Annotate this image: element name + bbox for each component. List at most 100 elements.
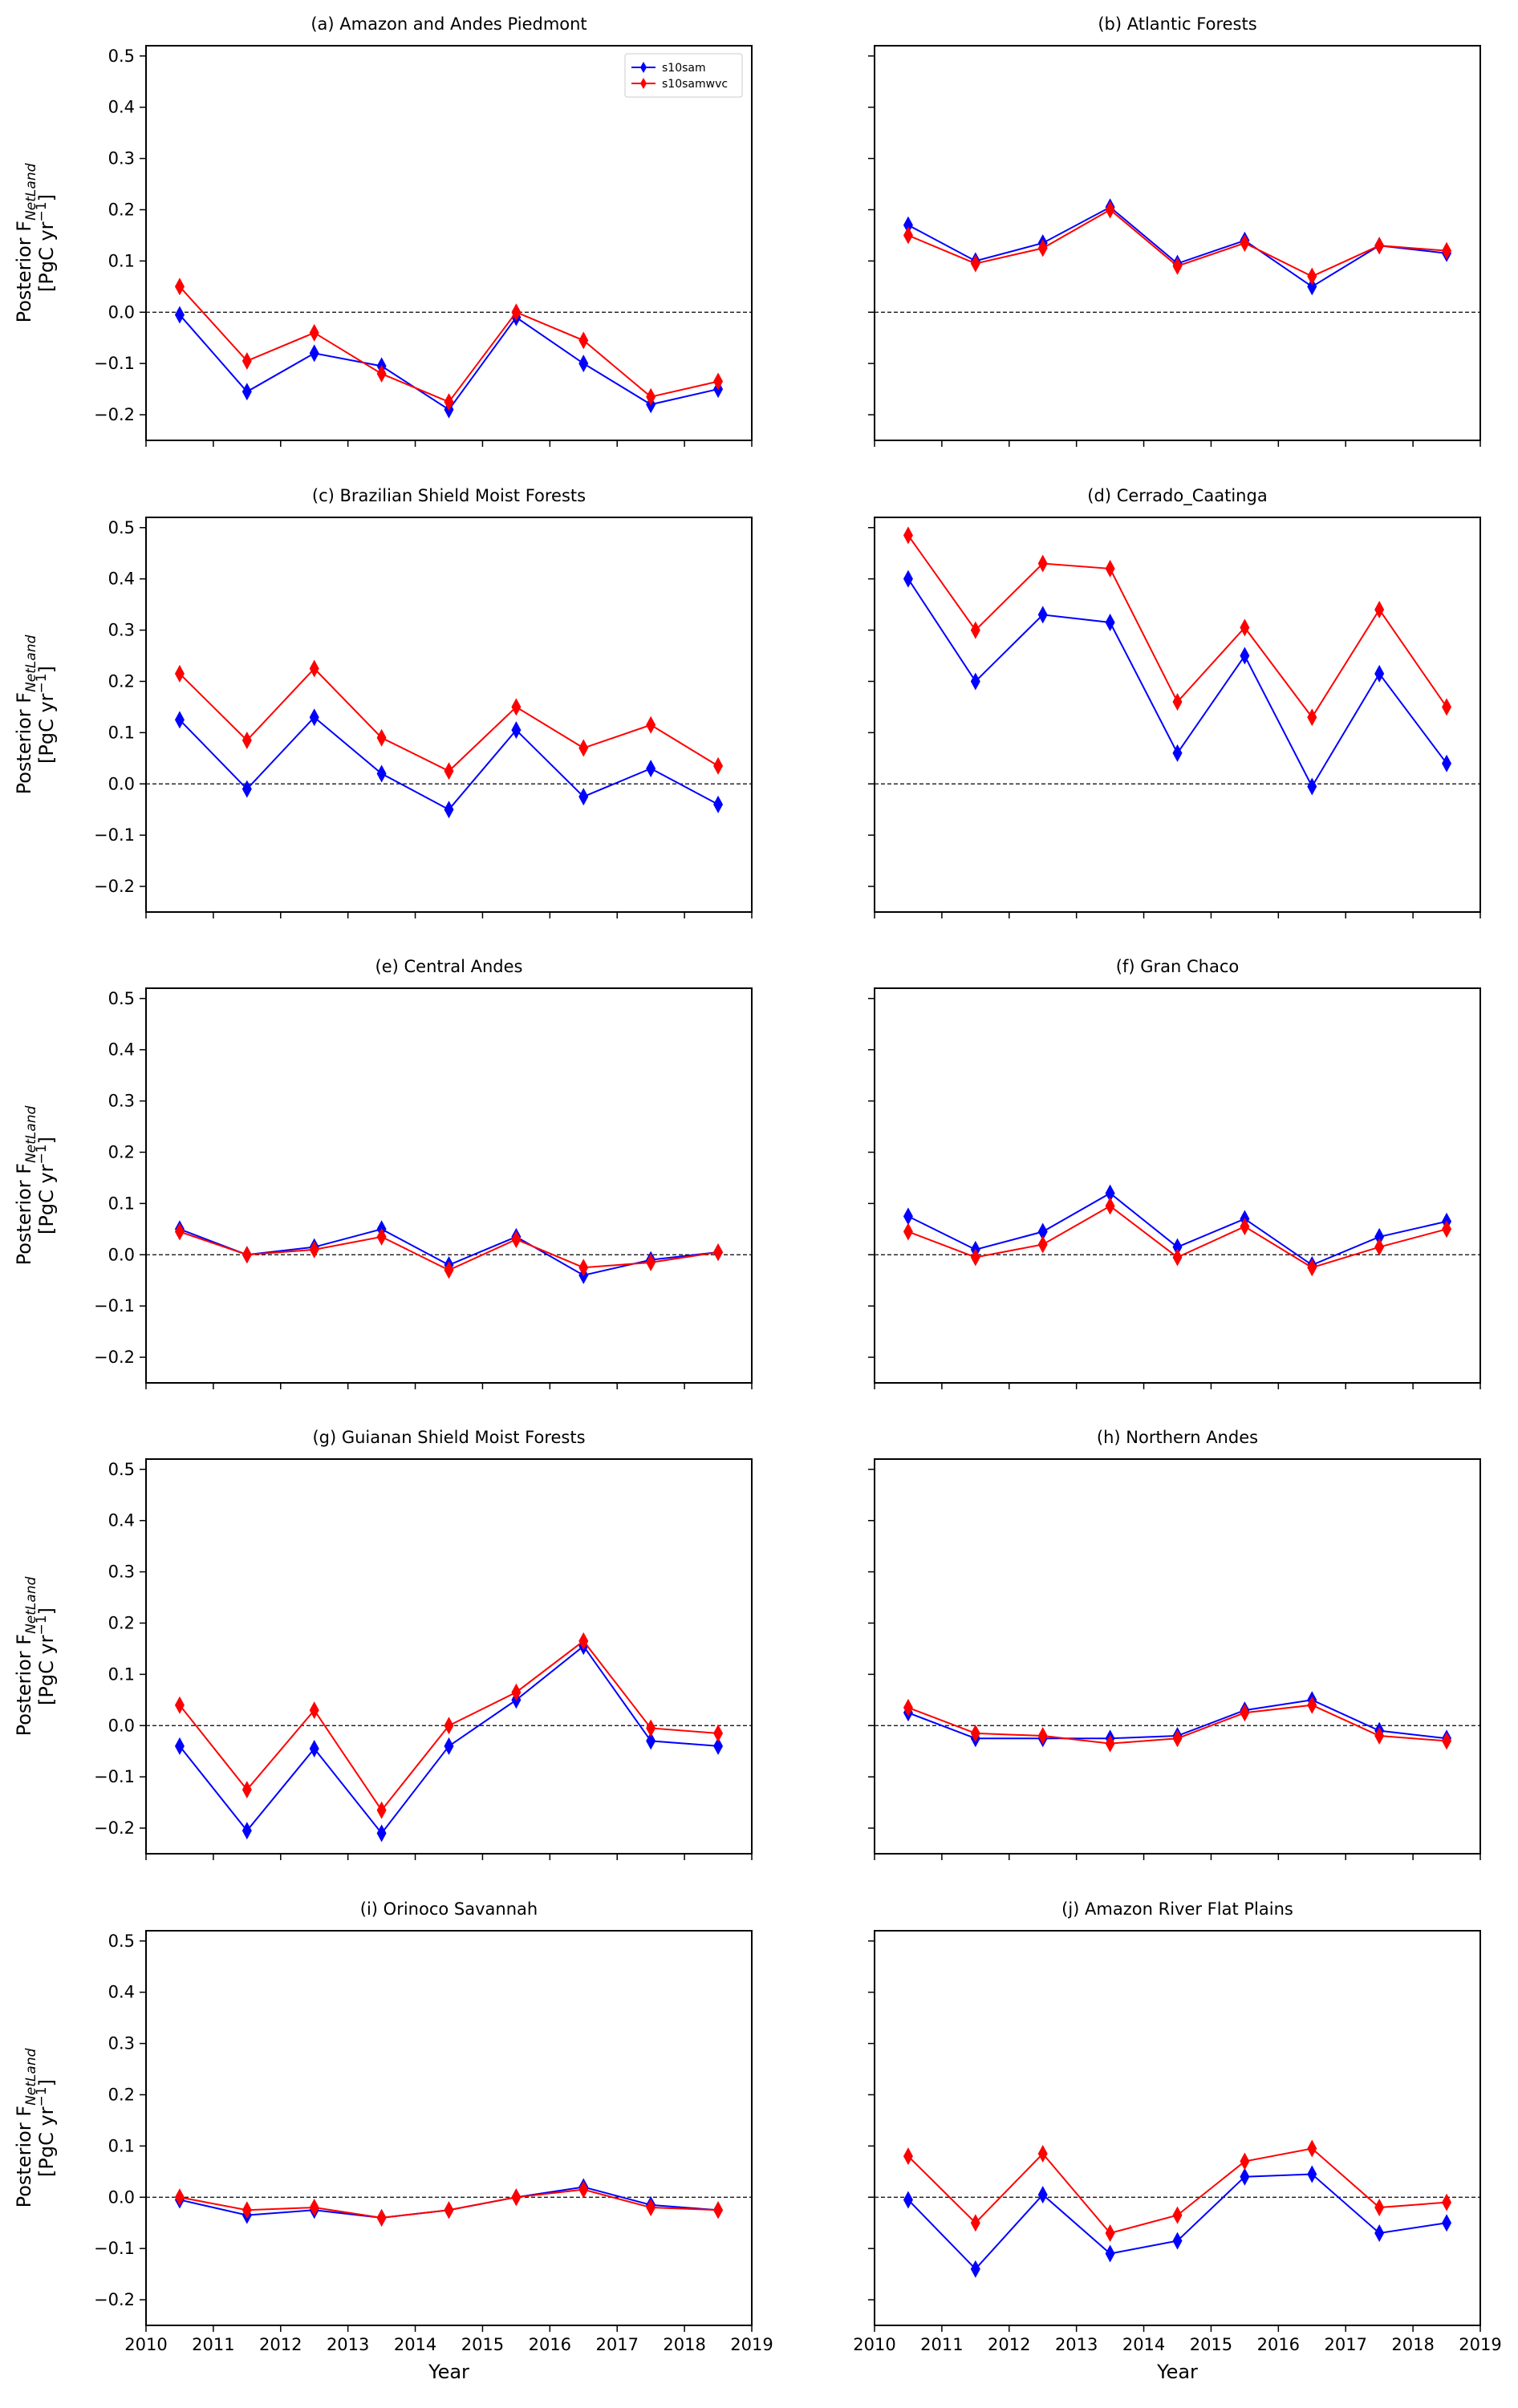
marker <box>713 1243 724 1262</box>
marker <box>1374 2224 1385 2242</box>
axes-frame <box>874 45 1481 441</box>
x-axis-label: Year <box>1156 2361 1198 2383</box>
x-axis-label: Year <box>428 2361 469 2383</box>
y-tick-label: 0.1 <box>108 1664 135 1684</box>
marker <box>903 216 913 234</box>
marker <box>1105 1184 1115 1202</box>
y-unit-close: ] <box>35 2079 58 2086</box>
legend-label: s10samwvc <box>662 78 728 91</box>
marker <box>903 2147 913 2166</box>
y-tick-label: 0.2 <box>108 2085 135 2104</box>
marker <box>309 659 319 678</box>
plot-area <box>903 1691 1452 1753</box>
panel-title: (b) Atlantic Forests <box>1098 14 1256 34</box>
y-tick-label: 0.3 <box>108 1092 135 1111</box>
marker <box>376 764 387 783</box>
x-tick-label: 2010 <box>853 2335 895 2354</box>
y-unit-sup: −1 <box>34 1144 50 1164</box>
marker <box>376 728 387 747</box>
marker <box>376 1227 387 1246</box>
marker <box>1037 606 1048 624</box>
marker <box>578 1632 589 1650</box>
marker <box>1240 618 1250 637</box>
panel: (d) Cerrado_Caatinga <box>868 486 1481 918</box>
marker <box>444 1717 454 1735</box>
y-unit-text: [PgC yr <box>35 1635 58 1705</box>
y-axis-unit: [PgC yr−1] <box>34 2079 58 2177</box>
marker <box>903 226 913 245</box>
y-tick-label: 0.4 <box>108 570 135 589</box>
marker <box>903 2191 913 2209</box>
marker <box>1105 1734 1115 1753</box>
marker <box>970 2260 980 2278</box>
panel: (c) Brazilian Shield Moist Forests −0.2 −0… <box>13 486 753 918</box>
y-tick-label: 0.2 <box>108 671 135 691</box>
plot-area <box>903 198 1452 296</box>
marker <box>1240 1218 1250 1236</box>
x-tick-label: 2017 <box>1324 2335 1366 2354</box>
y-tick-label: 0.3 <box>108 621 135 640</box>
marker <box>1240 2167 1250 2186</box>
marker <box>174 711 185 729</box>
x-tick-label: 2016 <box>1257 2335 1300 2354</box>
marker <box>646 1719 656 1737</box>
marker <box>646 1253 656 1271</box>
legend-marker <box>640 78 647 89</box>
marker <box>1105 559 1115 578</box>
marker <box>444 393 454 411</box>
marker <box>309 708 319 727</box>
marker <box>376 1824 387 1842</box>
marker <box>1307 1259 1317 1277</box>
marker <box>903 1698 913 1717</box>
marker <box>578 355 589 373</box>
y-tick-label: 0.0 <box>108 302 135 322</box>
y-axis-unit: [PgC yr−1] <box>34 194 58 292</box>
marker <box>1172 693 1183 711</box>
marker <box>1307 1696 1317 1714</box>
marker <box>713 1737 724 1755</box>
marker <box>970 254 980 273</box>
marker <box>444 801 454 819</box>
y-tick-label: −0.1 <box>94 354 135 373</box>
marker <box>1037 239 1048 257</box>
y-label-sub: NetLand <box>23 2048 39 2106</box>
marker <box>1105 201 1115 219</box>
marker <box>1374 1238 1385 1256</box>
y-axis-label: Posterior FNetLand <box>13 163 39 322</box>
y-axis-label: Posterior FNetLand <box>13 634 39 794</box>
marker <box>970 672 980 691</box>
marker <box>511 721 522 740</box>
y-tick-label: −0.1 <box>94 1767 135 1786</box>
series-line <box>907 534 1447 719</box>
x-tick-label: 2017 <box>595 2335 638 2354</box>
marker <box>1037 2144 1048 2163</box>
y-axis-unit: [PgC yr−1] <box>34 1607 58 1705</box>
marker <box>1442 754 1452 772</box>
marker <box>1307 2139 1317 2158</box>
marker <box>1442 1732 1452 1750</box>
y-axis-unit: [PgC yr−1] <box>34 1137 58 1234</box>
y-tick-label: 0.1 <box>108 251 135 270</box>
marker <box>903 570 913 588</box>
marker <box>1105 1197 1115 1215</box>
legend-box <box>624 53 743 98</box>
y-unit-close: ] <box>35 666 58 673</box>
marker <box>970 621 980 639</box>
marker <box>1240 1704 1250 1722</box>
y-tick-label: −0.2 <box>94 1818 135 1838</box>
marker <box>970 1248 980 1267</box>
y-tick-label: 0.0 <box>108 2187 135 2207</box>
marker <box>1307 278 1317 296</box>
axes-frame <box>145 1458 753 1855</box>
marker <box>376 364 387 383</box>
panel-title: (h) Northern Andes <box>1097 1428 1258 1447</box>
marker <box>646 387 656 406</box>
y-tick-label: 0.1 <box>108 2136 135 2155</box>
y-tick-label: −0.1 <box>94 1296 135 1315</box>
marker <box>1037 1235 1048 1254</box>
marker <box>578 739 589 757</box>
marker <box>511 698 522 716</box>
y-unit-close: ] <box>35 1137 58 1144</box>
